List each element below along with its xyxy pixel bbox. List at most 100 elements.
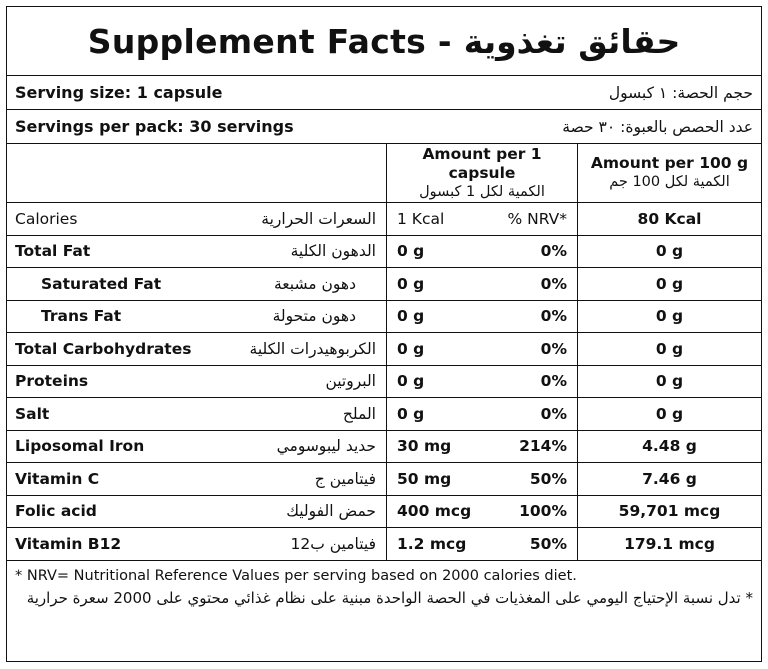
- header-per-capsule-ar: الكمية لكل 1 كبسول: [419, 183, 545, 200]
- table-row: Liposomal Iron حديد ليبوسومي 30 mg 214% 4.48…: [7, 430, 761, 463]
- nutrient-amount: 0 g: [397, 242, 425, 261]
- calories-row: Calories السعرات الحرارية 1 Kcal % NRV* …: [7, 202, 761, 236]
- nutrient-amount: 1.2 mcg: [397, 534, 467, 553]
- nutrient-name-cell: Total Carbohydrates الكربوهيدرات الكلية: [7, 332, 387, 366]
- table-row: Vitamin C فيتامين ج 50 mg 50% 7.46 g: [7, 462, 761, 496]
- nutrient-amount: 0 g: [397, 274, 425, 293]
- calories-amount: 1 Kcal: [397, 209, 445, 228]
- nutrient-nrv: 50%: [529, 534, 567, 553]
- nutrient-amount: 400 mcg: [397, 502, 472, 521]
- servings-per-pack-en: Servings per pack: 30 servings: [15, 117, 294, 136]
- table-row: Saturated Fat دهون مشبعة 0 g 0% 0 g: [7, 267, 761, 301]
- nutrient-nrv: 0%: [540, 307, 567, 326]
- nutrient-name-ar: دهون متحولة: [272, 307, 356, 326]
- nutrient-per-capsule-cell: 0 g 0%: [386, 235, 578, 268]
- header-per-100g-ar: الكمية لكل 100 جم: [609, 174, 730, 190]
- supplement-facts-label: Supplement Facts - حقائق تغذوية Serving …: [6, 6, 762, 662]
- table-row: Trans Fat دهون متحولة 0 g 0% 0 g: [7, 300, 761, 333]
- nutrient-per-capsule-cell: 0 g 0%: [386, 332, 578, 366]
- nutrient-amount: 0 g: [397, 372, 425, 391]
- nutrient-name-cell: Saturated Fat دهون مشبعة: [7, 267, 387, 301]
- nutrient-amount: 0 g: [397, 307, 425, 326]
- nutrient-name-en: Total Fat: [15, 242, 91, 261]
- servings-per-pack-row: Servings per pack: 30 servings عدد الحصص…: [7, 110, 761, 144]
- nutrient-per-100g: 0 g: [577, 300, 761, 333]
- nutrient-per-capsule-cell: 0 g 0%: [386, 365, 578, 398]
- nutrient-name-en: Salt: [15, 404, 50, 423]
- nutrient-nrv: 50%: [529, 469, 567, 488]
- nutrient-name-ar: فيتامين ب12: [290, 534, 376, 553]
- nutrient-nrv: 0%: [540, 242, 567, 261]
- header-empty-cell: [7, 144, 387, 203]
- nutrient-name-ar: دهون مشبعة: [274, 274, 356, 293]
- header-per-100g: Amount per 100 g الكمية لكل 100 جم: [577, 144, 761, 203]
- nrv-header: % NRV*: [507, 209, 567, 228]
- header-per-capsule: Amount per 1 capsule الكمية لكل 1 كبسول: [386, 144, 578, 203]
- nutrient-name-ar: الكربوهيدرات الكلية: [249, 339, 376, 358]
- nutrient-name-en: Trans Fat: [41, 307, 122, 326]
- serving-size-row: Serving size: 1 capsule حجم الحصة: ١ كبس…: [7, 76, 761, 110]
- table-row: Total Carbohydrates الكربوهيدرات الكلية 0 …: [7, 332, 761, 366]
- nutrient-name-cell: Folic acid حمض الفوليك: [7, 495, 387, 528]
- table-row: Vitamin B12 فيتامين ب12 1.2 mcg 50% 179.1 mc…: [7, 527, 761, 561]
- nutrient-per-capsule-cell: 0 g 0%: [386, 267, 578, 301]
- nutrient-name-cell: Liposomal Iron حديد ليبوسومي: [7, 430, 387, 463]
- nutrient-per-100g: 0 g: [577, 235, 761, 268]
- nutrient-nrv: 0%: [540, 339, 567, 358]
- nutrient-name-ar: حمض الفوليك: [286, 502, 376, 521]
- nutrient-name-ar: الدهون الكلية: [290, 242, 376, 261]
- nutrient-per-capsule-cell: 0 g 0%: [386, 300, 578, 333]
- servings-per-pack-ar: عدد الحصص بالعبوة: ٣٠ حصة: [562, 117, 753, 136]
- nutrient-amount: 0 g: [397, 339, 425, 358]
- nutrient-name-en: Liposomal Iron: [15, 437, 145, 456]
- nutrient-per-capsule-cell: 0 g 0%: [386, 397, 578, 431]
- nutrient-name-cell: Proteins البروتين: [7, 365, 387, 398]
- nutrient-name-cell: Vitamin B12 فيتامين ب12: [7, 527, 387, 561]
- table-row: Salt الملح 0 g 0% 0 g: [7, 397, 761, 431]
- nutrient-per-100g: 0 g: [577, 397, 761, 431]
- table-header-row: Amount per 1 capsule الكمية لكل 1 كبسول …: [7, 144, 761, 203]
- nutrient-nrv: 0%: [540, 372, 567, 391]
- nutrient-per-100g: 179.1 mcg: [577, 527, 761, 561]
- nutrient-per-100g: 4.48 g: [577, 430, 761, 463]
- nutrient-per-100g: 0 g: [577, 332, 761, 366]
- nutrient-name-ar: البروتين: [325, 372, 376, 391]
- nutrient-name-ar: فيتامين ج: [314, 469, 376, 488]
- table-row: Proteins البروتين 0 g 0% 0 g: [7, 365, 761, 398]
- calories-per-capsule-cell: 1 Kcal % NRV*: [386, 202, 578, 236]
- nutrient-name-en: Folic acid: [15, 502, 97, 521]
- footnote: * NRV= Nutritional Reference Values per …: [7, 561, 761, 613]
- nutrient-amount: 50 mg: [397, 469, 452, 488]
- nutrient-name-en: Total Carbohydrates: [15, 339, 192, 358]
- footnote-en: * NRV= Nutritional Reference Values per …: [15, 567, 577, 584]
- nutrient-name-cell: Total Fat الدهون الكلية: [7, 235, 387, 268]
- calories-name-cell: Calories السعرات الحرارية: [7, 202, 387, 236]
- nutrient-per-capsule-cell: 50 mg 50%: [386, 462, 578, 496]
- serving-size-ar: حجم الحصة: ١ كبسول: [608, 83, 753, 102]
- nutrient-per-capsule-cell: 400 mcg 100%: [386, 495, 578, 528]
- nutrient-name-cell: Trans Fat دهون متحولة: [7, 300, 387, 333]
- nutrient-per-100g: 59,701 mcg: [577, 495, 761, 528]
- nutrient-rows: Total Fat الدهون الكلية 0 g 0% 0 g Saturated …: [7, 235, 761, 561]
- nutrient-name-cell: Salt الملح: [7, 397, 387, 431]
- label-title: Supplement Facts - حقائق تغذوية: [7, 7, 761, 76]
- nutrient-nrv: 214%: [519, 437, 567, 456]
- calories-label-en: Calories: [15, 209, 78, 228]
- nutrient-amount: 30 mg: [397, 437, 452, 456]
- nutrient-name-en: Proteins: [15, 372, 89, 391]
- footnote-ar: * تدل نسبة الإحتياج اليومي على المغذيات …: [26, 588, 753, 607]
- nutrient-name-ar: حديد ليبوسومي: [276, 437, 376, 456]
- nutrient-nrv: 100%: [519, 502, 567, 521]
- nutrient-name-en: Vitamin B12: [15, 534, 122, 553]
- nutrient-per-100g: 0 g: [577, 365, 761, 398]
- nutrient-name-en: Vitamin C: [15, 469, 100, 488]
- nutrient-amount: 0 g: [397, 404, 425, 423]
- table-row: Folic acid حمض الفوليك 400 mcg 100% 59,701 m…: [7, 495, 761, 528]
- calories-per-100g: 80 Kcal: [577, 202, 761, 236]
- nutrition-table: Amount per 1 capsule الكمية لكل 1 كبسول …: [7, 144, 761, 561]
- nutrient-per-100g: 0 g: [577, 267, 761, 301]
- header-per-100g-en: Amount per 100 g: [590, 154, 749, 172]
- table-row: Total Fat الدهون الكلية 0 g 0% 0 g: [7, 235, 761, 268]
- nutrient-per-capsule-cell: 1.2 mcg 50%: [386, 527, 578, 561]
- serving-size-en: Serving size: 1 capsule: [15, 83, 223, 102]
